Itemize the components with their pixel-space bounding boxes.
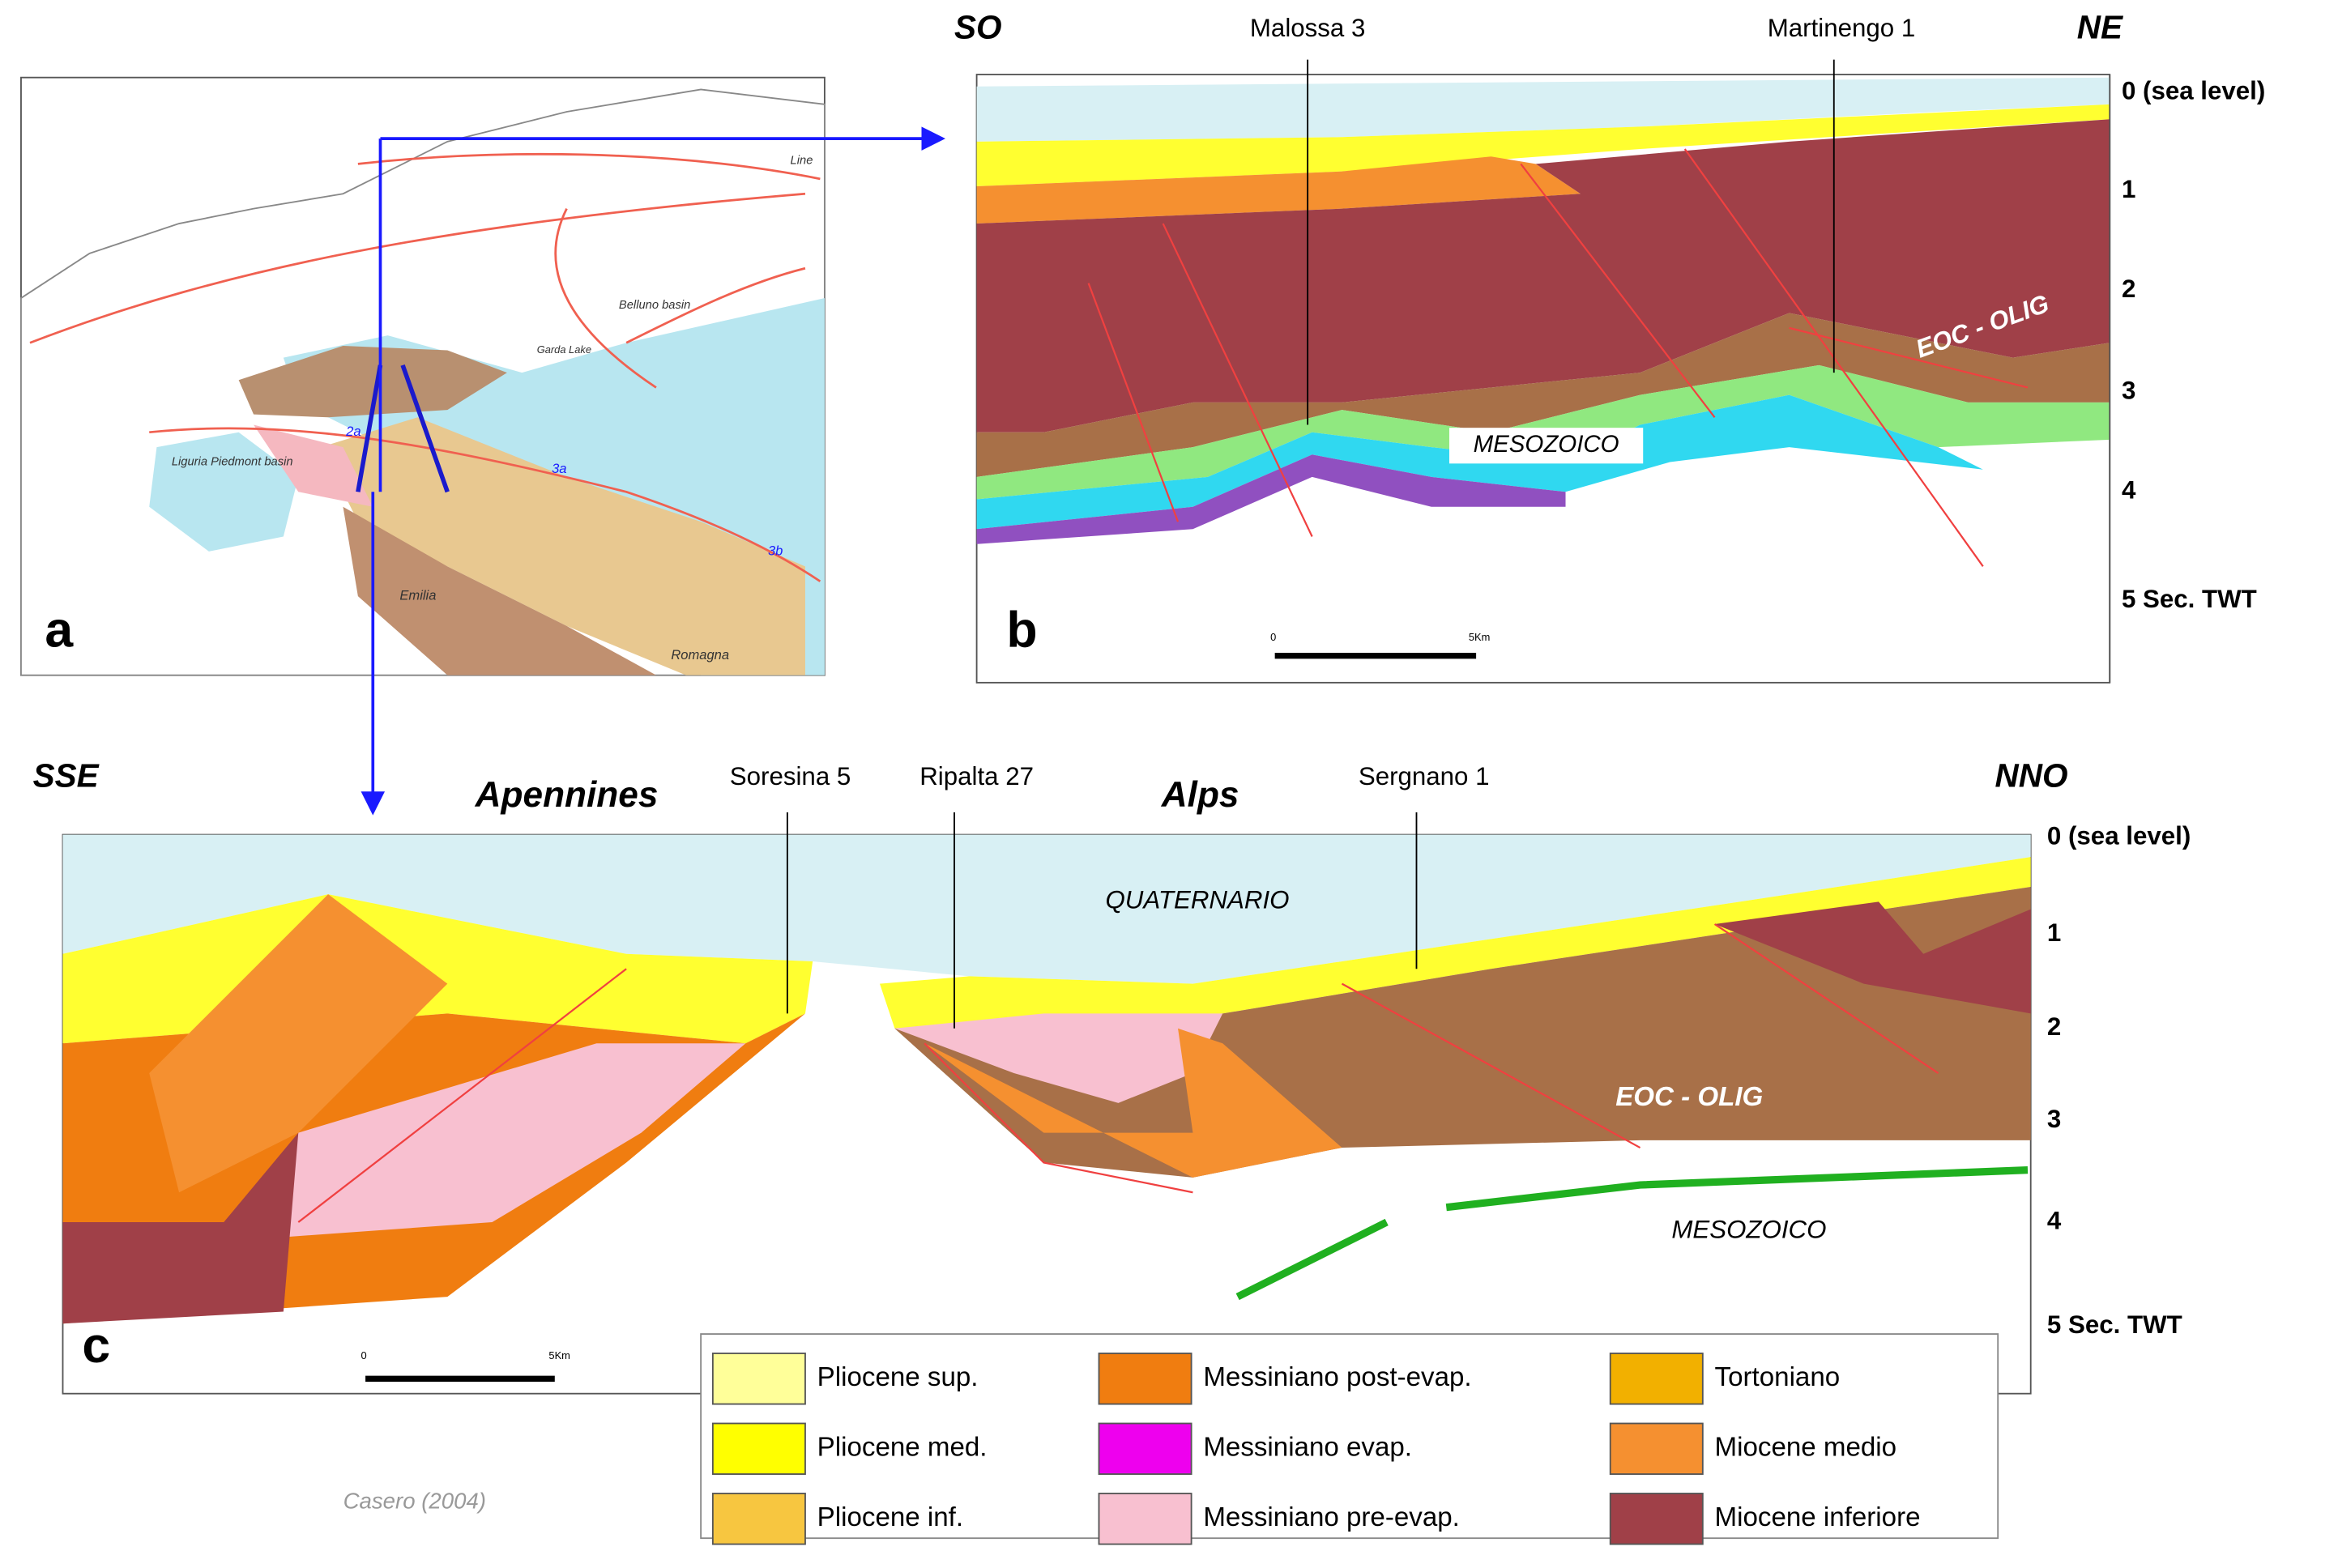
scale-label: 0 (361, 1349, 367, 1361)
well-label: Soresina 5 (730, 762, 851, 790)
legend-label: Messiniano pre-evap. (1203, 1502, 1460, 1532)
panel-label: c (82, 1317, 110, 1374)
legend-swatch (711, 1353, 806, 1405)
section-c (62, 812, 2032, 1395)
depth-label: 3 (2122, 376, 2135, 404)
layer (62, 834, 2031, 984)
layer (924, 1028, 1342, 1178)
fault (1087, 148, 2029, 567)
apennine-front (254, 424, 373, 507)
unit-label: MESOZOICO (1671, 1215, 1826, 1243)
well (1307, 59, 1835, 425)
well-label: Martinengo 1 (1768, 14, 1916, 42)
legend-swatch (1098, 1422, 1192, 1475)
layer (976, 104, 2110, 187)
depth-label: 0 (sea level) (2122, 76, 2265, 104)
panel-label: a (45, 602, 74, 658)
unit-label: QUATERNARIO (1105, 886, 1289, 914)
map-label: 3b (768, 543, 783, 558)
fault-line (29, 152, 821, 582)
legend-swatch (711, 1422, 806, 1475)
layer (1714, 901, 2031, 1014)
scale-label: 5Km (548, 1349, 570, 1361)
legend-swatch (1609, 1422, 1704, 1475)
layer (976, 119, 2110, 432)
depth-label: 1 (2122, 175, 2135, 203)
map-label: 2a (345, 424, 361, 439)
depth-label: 5 Sec. TWT (2122, 585, 2257, 613)
direction-label: NE (2077, 8, 2123, 45)
section-trace (356, 364, 450, 493)
legend-label: Tortoniano (1715, 1362, 1841, 1392)
legend: Pliocene sup. Pliocene med. Pliocene inf. M… (711, 1353, 1921, 1545)
legend-swatch (1098, 1493, 1192, 1545)
map-label: Garda Lake (537, 343, 591, 356)
layer (62, 1132, 299, 1324)
direction-label: SO (954, 8, 1001, 45)
panel-label: b (1006, 602, 1037, 658)
apennine-chain (343, 506, 656, 675)
legend-label: Pliocene sup. (817, 1362, 979, 1392)
layer (149, 894, 448, 1193)
legend-label: Pliocene inf. (817, 1502, 963, 1532)
alps-front (238, 345, 507, 418)
well (786, 812, 1418, 1029)
legend-swatch (1098, 1353, 1192, 1405)
unit-label: EOC - OLIG (1615, 1082, 1763, 1112)
section-b (975, 59, 2111, 684)
basin (149, 432, 299, 552)
unit-label-box (1448, 428, 1644, 464)
layer (976, 77, 2110, 142)
depth-label: 1 (2047, 918, 2061, 947)
scale-label: 0 (1270, 631, 1276, 643)
unit-label: MESOZOICO (1474, 431, 1619, 458)
legend-swatch (1609, 1493, 1704, 1545)
layer (976, 313, 2110, 477)
map-label: Romagna (671, 647, 729, 663)
region-label: Apennines (475, 775, 659, 815)
fault (297, 923, 1939, 1223)
depth-label: 3 (2047, 1105, 2061, 1133)
direction-label: NNO (1995, 756, 2068, 794)
well-label: Malossa 3 (1250, 14, 1366, 42)
map-label: Belluno basin (619, 299, 690, 312)
arrow (373, 138, 380, 812)
layer (894, 886, 2031, 1178)
depth-label: 5 Sec. TWT (2047, 1310, 2182, 1339)
map-label: Liguria Piedmont basin (172, 455, 293, 468)
depth-label: 4 (2122, 476, 2136, 505)
layer (283, 1043, 746, 1238)
legend-swatch (711, 1493, 806, 1545)
legend-swatch (1609, 1353, 1704, 1405)
map-label: Line (791, 155, 813, 168)
layer (1235, 1166, 2029, 1301)
depth-label: 0 (sea level) (2047, 822, 2191, 850)
layer (894, 1013, 1223, 1103)
well-label: Sergnano 1 (1359, 762, 1490, 790)
layer (879, 857, 2031, 1029)
depth-label: 4 (2047, 1206, 2062, 1234)
direction-label: SSE (33, 756, 100, 794)
legend-label: Miocene inferiore (1715, 1502, 1921, 1532)
legend-label: Miocene medio (1715, 1433, 1897, 1463)
legend-label: Messiniano evap. (1203, 1433, 1412, 1463)
layer (976, 156, 1581, 224)
map-panel (20, 76, 826, 676)
legend-label: Messiniano post-evap. (1203, 1362, 1471, 1392)
region-label: Alps (1161, 775, 1239, 815)
legend-label: Pliocene med. (817, 1433, 988, 1463)
depth-label: 2 (2047, 1012, 2061, 1041)
map-label: Emilia (399, 587, 436, 603)
map-label: 3a (552, 461, 566, 476)
scale-label: 5Km (1469, 631, 1490, 643)
layer (976, 454, 1566, 544)
depth-label: 2 (2122, 275, 2135, 303)
legend-frame (700, 1333, 1999, 1540)
well-label: Ripalta 27 (919, 762, 1034, 790)
citation: Casero (2004) (343, 1488, 486, 1513)
